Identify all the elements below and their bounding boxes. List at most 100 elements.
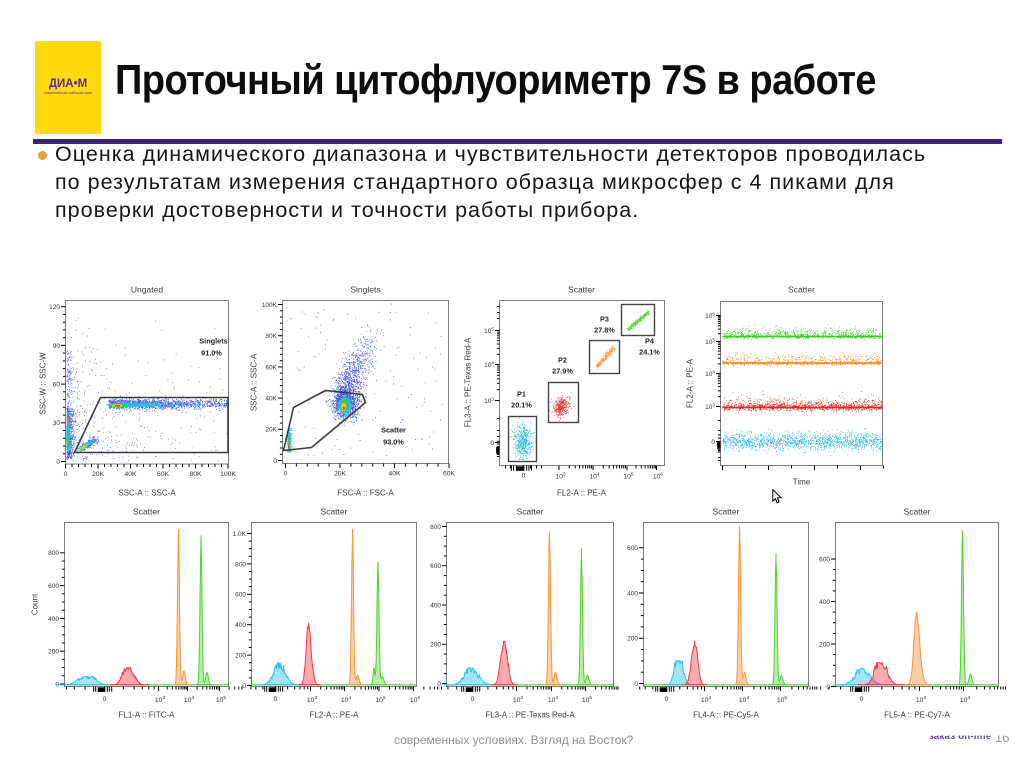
svg-text:Count: Count [31,593,40,615]
svg-text:Scatter: Scatter [133,507,160,517]
svg-text:P3: P3 [600,315,609,324]
svg-text:0: 0 [284,471,288,478]
svg-text:0: 0 [273,458,277,465]
svg-text:0: 0 [103,696,107,703]
svg-text:30: 30 [53,420,61,427]
svg-text:FL2-A :: PE-A: FL2-A :: PE-A [686,358,695,408]
svg-text:120: 120 [49,304,60,311]
svg-text:103: 103 [513,695,524,704]
svg-text:400: 400 [627,590,638,597]
svg-text:400: 400 [819,599,830,606]
svg-text:100K: 100K [262,302,278,309]
svg-text:0: 0 [665,696,669,703]
svg-text:200: 200 [430,642,441,649]
svg-text:104: 104 [341,695,352,704]
svg-text:105: 105 [623,472,634,481]
svg-text:FL2-A :: PE-A: FL2-A :: PE-A [310,711,360,720]
svg-text:800: 800 [430,524,441,531]
svg-text:103: 103 [307,695,318,704]
svg-text:40K: 40K [265,396,277,403]
svg-text:200: 200 [235,653,246,660]
svg-text:P1: P1 [517,390,526,399]
svg-text:0: 0 [437,681,441,688]
svg-text:105: 105 [484,326,494,335]
svg-text:105: 105 [375,695,386,704]
svg-text:0: 0 [826,684,830,691]
svg-text:Scatter: Scatter [568,285,595,295]
svg-text:90: 90 [53,343,61,350]
svg-text:SSC-A :: SSC-A: SSC-A :: SSC-A [118,489,176,498]
svg-text:SSC-A :: SSC-A: SSC-A :: SSC-A [250,353,259,411]
svg-text:60K: 60K [443,471,456,478]
svg-text:200: 200 [48,649,59,656]
svg-text:Time: Time [793,478,811,487]
svg-text:Ungated: Ungated [131,285,163,295]
svg-text:105: 105 [582,695,593,704]
svg-text:27.9%: 27.9% [552,367,573,376]
svg-text:104: 104 [589,472,600,481]
svg-text:106: 106 [705,311,715,320]
svg-text:0: 0 [522,473,526,480]
svg-text:SSC-W :: SSC-W: SSC-W :: SSC-W [39,352,48,415]
svg-text:200: 200 [819,641,830,648]
svg-text:600: 600 [627,545,638,552]
svg-text:600: 600 [235,592,246,599]
svg-text:105: 105 [216,695,227,704]
svg-text:800: 800 [235,561,246,568]
svg-text:600: 600 [48,583,59,590]
svg-text:27.8%: 27.8% [594,326,615,335]
svg-text:104: 104 [739,695,750,704]
svg-text:103: 103 [555,472,566,481]
svg-text:105: 105 [705,337,715,346]
svg-text:103: 103 [705,402,715,411]
svg-text:106: 106 [410,695,421,704]
svg-text:FSC-A :: FSC-A: FSC-A :: FSC-A [337,489,394,498]
svg-text:93.0%: 93.0% [383,438,404,447]
svg-text:400: 400 [235,622,246,629]
svg-text:Scatter: Scatter [517,507,544,517]
svg-text:Scatter: Scatter [713,507,740,517]
svg-text:0: 0 [242,683,246,690]
svg-text:400: 400 [430,602,441,609]
svg-text:600: 600 [430,563,441,570]
svg-text:20K: 20K [265,427,277,434]
svg-text:103: 103 [155,695,166,704]
svg-text:60K: 60K [157,471,170,478]
svg-text:103: 103 [916,695,927,704]
svg-text:104: 104 [184,695,195,704]
svg-text:FL1-A :: FITC-A: FL1-A :: FITC-A [118,711,175,720]
svg-text:24.1%: 24.1% [639,348,660,357]
svg-text:Singlets: Singlets [350,285,380,295]
svg-text:600: 600 [819,556,830,563]
svg-text:20K: 20K [334,471,347,478]
svg-text:0: 0 [634,681,638,688]
svg-text:800: 800 [48,550,59,557]
svg-text:0: 0 [711,439,715,446]
svg-text:40K: 40K [124,471,137,478]
svg-text:20.1%: 20.1% [511,401,532,410]
svg-text:0: 0 [64,471,68,478]
svg-text:60K: 60K [265,364,277,371]
svg-text:Singlets: Singlets [199,337,227,346]
svg-text:106: 106 [653,472,664,481]
svg-text:0: 0 [471,696,475,703]
svg-text:FL3-A :: PE-Texas Red-A: FL3-A :: PE-Texas Red-A [464,337,473,427]
svg-text:FL2-A :: PE-A: FL2-A :: PE-A [557,489,607,498]
svg-text:P2: P2 [558,356,567,365]
svg-text:FL3-A :: PE-Texas Red-A: FL3-A :: PE-Texas Red-A [485,711,575,720]
svg-text:FL5-A :: PE-Cy7-A: FL5-A :: PE-Cy7-A [884,711,950,720]
svg-text:P4: P4 [645,337,655,346]
svg-text:Scatter: Scatter [904,507,931,517]
svg-text:Scatter: Scatter [788,285,815,295]
svg-text:0: 0 [860,696,864,703]
svg-text:60: 60 [53,382,61,389]
svg-text:105: 105 [777,695,788,704]
svg-text:100K: 100K [220,471,236,478]
svg-text:104: 104 [484,360,494,369]
svg-text:FL4-A :: PE-Cy5-A: FL4-A :: PE-Cy5-A [693,711,759,720]
svg-text:Scatter: Scatter [321,507,348,517]
svg-text:80K: 80K [189,471,202,478]
svg-text:0: 0 [490,440,494,447]
svg-text:103: 103 [701,695,712,704]
svg-text:1.0K: 1.0K [233,531,247,538]
